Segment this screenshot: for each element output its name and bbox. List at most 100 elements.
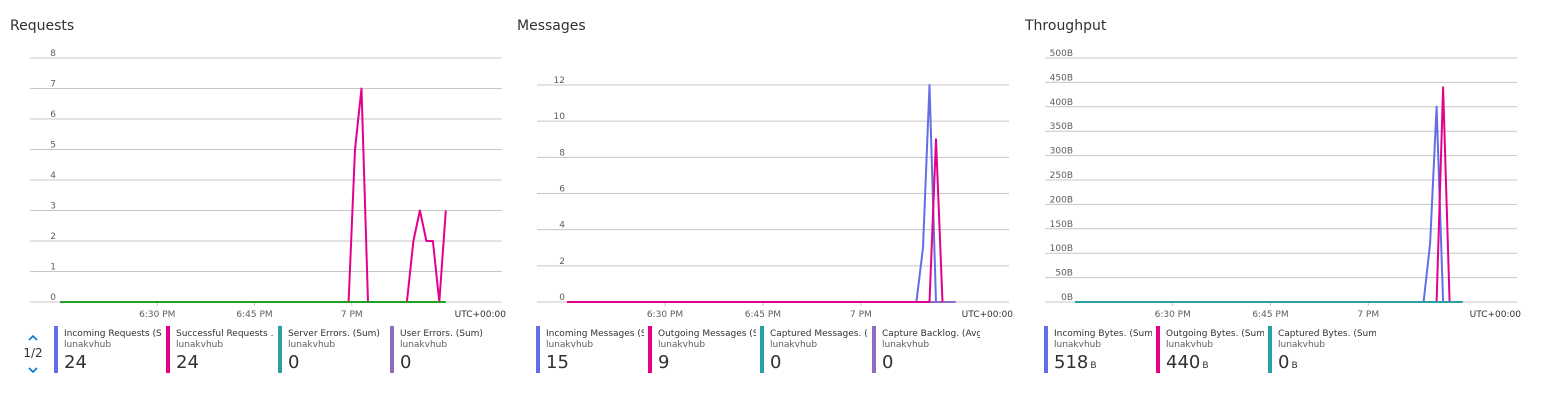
legend-value: 440 B <box>1166 352 1209 373</box>
legend-color-swatch <box>1268 326 1272 373</box>
throughput-panel: Throughput 0B 50B 100B 150B 200B 250B 300B 350B… <box>1015 0 1540 405</box>
y-tick-label: 4 <box>50 171 56 181</box>
legend-value: 0 <box>288 352 299 373</box>
x-tick-label: 6:45 PM <box>236 310 272 320</box>
legend-value: 518 B <box>1054 352 1097 373</box>
y-tick-label: 300B <box>1050 147 1073 157</box>
legend-item[interactable]: Outgoing Messages (Sum)lunakvhub 9 <box>648 326 758 374</box>
legend-item[interactable]: Incoming Bytes. (Sum) lunakvhub 518 B <box>1044 326 1154 374</box>
legend-value-number: 24 <box>176 352 199 373</box>
y-tick-label: 8 <box>559 148 565 158</box>
y-tick-label: 250B <box>1050 171 1073 181</box>
messages-panel: Messages 0 2 4 6 8 10 12 6:30 PM 6:45 PM 7 PM UTC+… <box>507 0 1022 405</box>
y-tick-label: 12 <box>554 76 565 86</box>
chevron-down-icon[interactable] <box>27 364 39 376</box>
legend-resource-name: lunakvhub <box>1166 340 1214 350</box>
legend-metric-name: Captured Bytes. (Sum) <box>1278 329 1376 339</box>
requests-chart: 0 1 2 3 4 5 6 7 8 6:30 PM 6:45 PM 7 PM UTC+00:00 <box>30 49 507 320</box>
y-tick-label: 6 <box>50 110 56 120</box>
y-tick-label: 350B <box>1050 122 1073 132</box>
legend-item[interactable]: Outgoing Bytes. (Sum) lunakvhub 440 B <box>1156 326 1266 374</box>
y-tick-label: 200B <box>1050 195 1073 205</box>
legend-color-swatch <box>1044 326 1048 373</box>
legend-resource-name: lunakvhub <box>400 340 448 350</box>
legend-page-indicator: 1/2 <box>23 346 43 360</box>
legend-resource-name: lunakvhub <box>882 340 930 350</box>
panel-title: Throughput <box>1025 18 1107 34</box>
legend-resource-name: lunakvhub <box>176 340 224 350</box>
x-tick-label: 7 PM <box>341 310 363 320</box>
legend-value-number: 0 <box>882 352 894 373</box>
y-tick-label: 500B <box>1050 49 1073 59</box>
legend-metric-name: Server Errors. (Sum) <box>288 329 380 339</box>
y-tick-label: 100B <box>1050 244 1073 254</box>
legend-value: 0 <box>400 352 411 373</box>
y-tick-label: 50B <box>1055 269 1073 279</box>
legend-value-number: 9 <box>658 352 670 373</box>
timezone-label: UTC+00:00 <box>1470 310 1522 320</box>
legend-color-swatch <box>648 326 652 373</box>
y-tick-label: 150B <box>1050 220 1073 230</box>
series-line[interactable] <box>1075 86 1451 303</box>
legend-color-swatch <box>390 326 394 373</box>
legend-resource-name: lunakvhub <box>770 340 818 350</box>
legend-value-number: 15 <box>546 352 569 373</box>
y-tick-label: 0B <box>1061 293 1073 303</box>
legend-color-swatch <box>760 326 764 373</box>
legend-metric-name: Incoming Requests (Sum) <box>64 329 162 339</box>
legend-resource-name: lunakvhub <box>1054 340 1102 350</box>
x-tick-label: 7 PM <box>1357 310 1379 320</box>
legend-value-number: 0 <box>400 352 412 373</box>
legend-item[interactable]: Captured Bytes. (Sum) lunakvhub 0 B <box>1268 326 1378 374</box>
y-tick-label: 0 <box>50 293 56 303</box>
legend-color-swatch <box>1156 326 1160 373</box>
legend-color-swatch <box>54 326 58 373</box>
legend-value: 0 <box>770 352 781 373</box>
messages-chart: 0 2 4 6 8 10 12 6:30 PM 6:45 PM 7 PM UTC+00:00 <box>537 76 1014 320</box>
legend-resource-name: lunakvhub <box>288 340 336 350</box>
series-line[interactable] <box>60 87 447 303</box>
legend-resource-name: lunakvhub <box>64 340 112 350</box>
y-tick-label: 0 <box>559 293 565 303</box>
legend-metric-name: Outgoing Messages (Sum) <box>658 329 756 339</box>
chevron-up-icon[interactable] <box>27 332 39 344</box>
legend-pager: 1/2 <box>22 330 44 378</box>
x-tick-label: 7 PM <box>850 310 872 320</box>
y-tick-label: 400B <box>1050 98 1073 108</box>
y-tick-label: 4 <box>559 221 565 231</box>
legend-item[interactable]: Incoming Messages (Sum)lunakvhub 15 <box>536 326 646 374</box>
legend-metric-name: Outgoing Bytes. (Sum) <box>1166 329 1264 339</box>
y-tick-label: 3 <box>50 202 56 212</box>
legend-value-number: 440 <box>1166 352 1201 373</box>
legend-color-swatch <box>278 326 282 373</box>
legend-item[interactable]: Captured Messages. (... lunakvhub 0 <box>760 326 870 374</box>
legend-metric-name: Incoming Messages (Sum) <box>546 329 644 339</box>
timezone-label: UTC+00:00 <box>455 310 507 320</box>
legend-value-unit: B <box>1291 361 1298 371</box>
legend-metric-name: User Errors. (Sum) <box>400 329 483 339</box>
series-line[interactable] <box>567 138 944 303</box>
y-tick-label: 8 <box>50 49 56 59</box>
legend-item[interactable]: Server Errors. (Sum) lunakvhub 0 <box>278 326 388 374</box>
legend-value-number: 0 <box>288 352 300 373</box>
legend-item[interactable]: Capture Backlog. (Avg) lunakvhub 0 <box>872 326 982 374</box>
legend-metric-name: Incoming Bytes. (Sum) <box>1054 329 1152 339</box>
timezone-label: UTC+00:00 <box>962 310 1014 320</box>
legend-value-number: 0 <box>1278 352 1290 373</box>
panel-title: Requests <box>10 18 75 34</box>
y-tick-label: 450B <box>1050 73 1073 83</box>
legend-value-number: 24 <box>64 352 87 373</box>
legend-metric-name: Capture Backlog. (Avg) <box>882 329 980 339</box>
legend-value: 24 <box>64 352 87 373</box>
legend-item[interactable]: User Errors. (Sum) lunakvhub 0 <box>390 326 500 374</box>
legend-item[interactable]: Successful Requests ... lunakvhub 24 <box>166 326 276 374</box>
panel-title: Messages <box>517 18 586 34</box>
x-tick-label: 6:45 PM <box>1252 310 1288 320</box>
legend-resource-name: lunakvhub <box>1278 340 1326 350</box>
y-tick-label: 10 <box>554 112 566 122</box>
legend-value-number: 0 <box>770 352 782 373</box>
legend-item[interactable]: Incoming Requests (Sum)lunakvhub 24 <box>54 326 164 374</box>
legend-resource-name: lunakvhub <box>658 340 706 350</box>
y-tick-label: 7 <box>50 80 56 90</box>
